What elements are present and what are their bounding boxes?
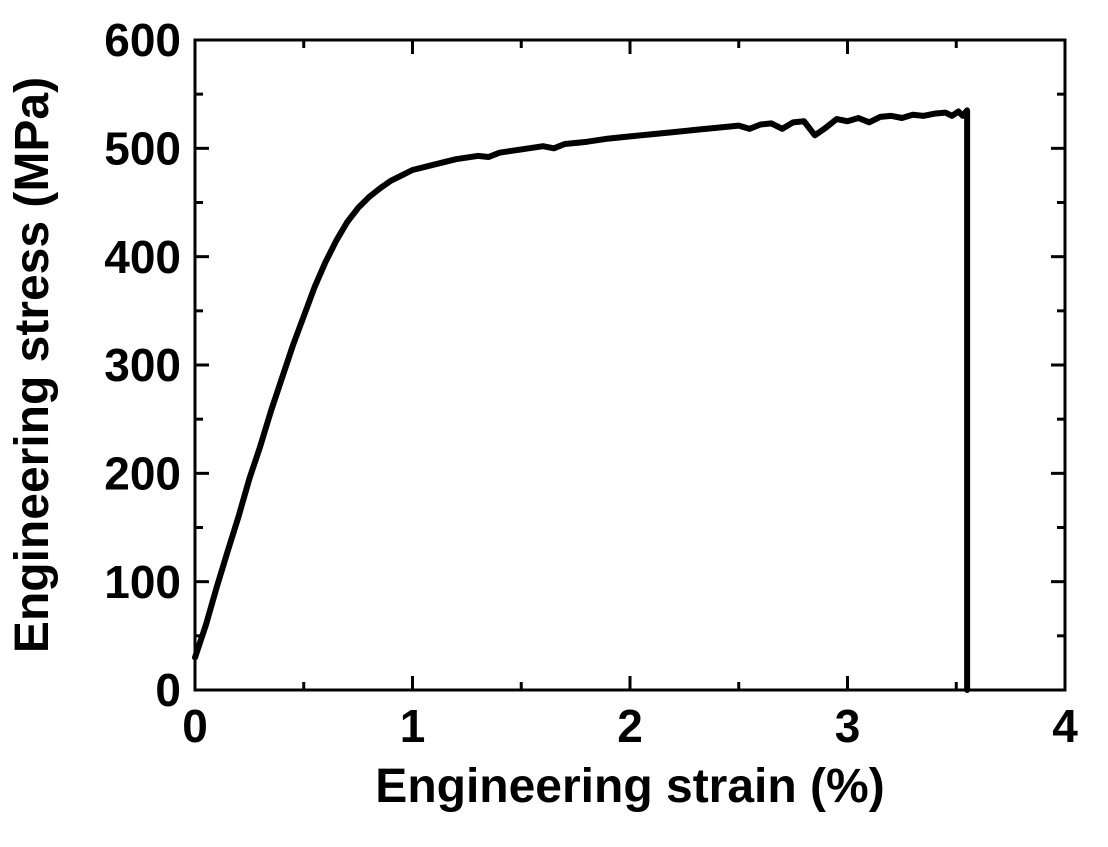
- x-tick-label: 3: [835, 700, 861, 752]
- stress-strain-chart: 0 1 2 3 4 0 100 200 300 400 500 600 Engineering stra…: [0, 0, 1108, 847]
- x-tick-label: 0: [182, 700, 208, 752]
- y-tick-label: 0: [155, 664, 181, 716]
- y-tick-label: 300: [104, 339, 181, 391]
- y-tick-label: 400: [104, 231, 181, 283]
- y-tick-label: 500: [104, 122, 181, 174]
- y-tick-label: 600: [104, 14, 181, 66]
- y-tick-label: 100: [104, 556, 181, 608]
- chart-svg: 0 1 2 3 4 0 100 200 300 400 500 600 Engineering stra…: [0, 0, 1108, 847]
- y-axis-label: Engineering stress (MPa): [6, 77, 59, 653]
- y-tick-label: 200: [104, 447, 181, 499]
- x-tick-label: 1: [400, 700, 426, 752]
- x-axis-label: Engineering strain (%): [375, 760, 884, 813]
- x-tick-label: 4: [1052, 700, 1078, 752]
- x-tick-label: 2: [617, 700, 643, 752]
